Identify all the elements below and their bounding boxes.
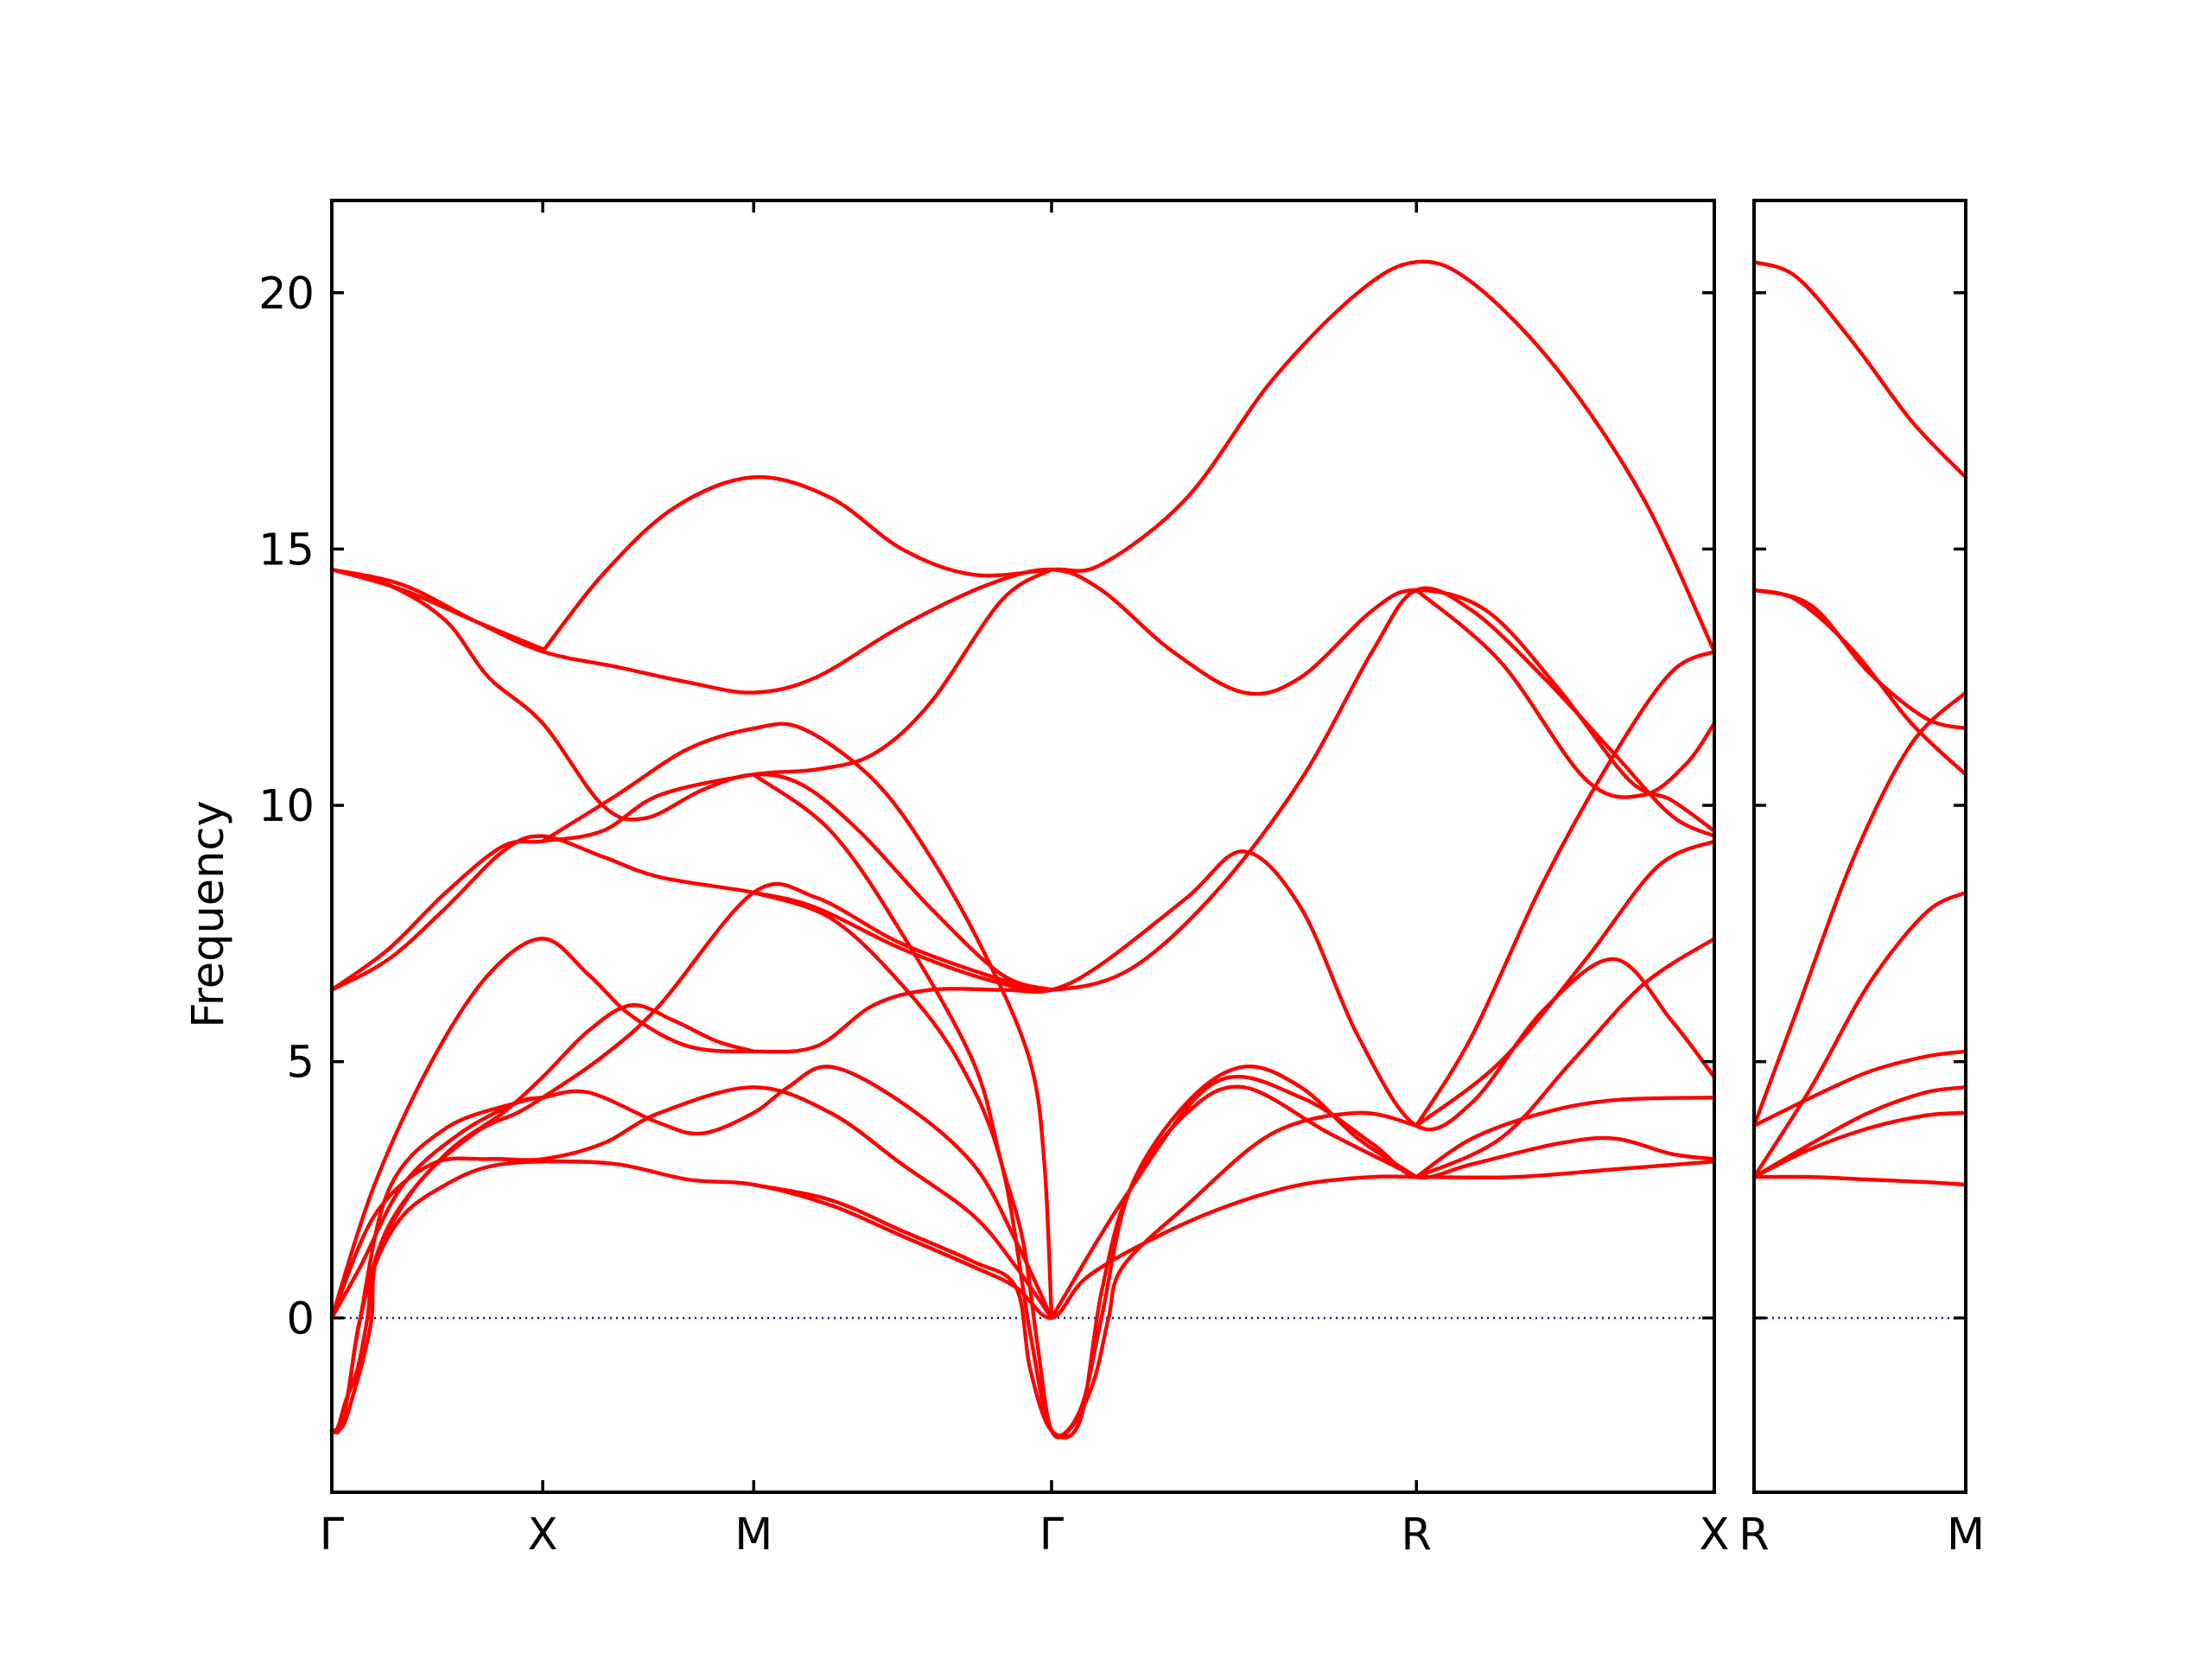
band-line (329, 881, 1054, 1433)
x-tick-label: Γ (320, 1510, 345, 1560)
y-tick-label: 20 (258, 269, 315, 320)
band-line (329, 567, 1717, 833)
band-line (752, 1084, 1419, 1440)
x-tick-label: R (1738, 1510, 1769, 1560)
x-tick-label: M (1947, 1510, 1985, 1560)
band-line (1414, 1095, 1717, 1179)
band-line (540, 259, 1717, 654)
band-line (1414, 937, 1717, 1179)
band-line (752, 890, 1419, 1438)
band-line (329, 1065, 1054, 1320)
band-line (329, 849, 1717, 1320)
x-tick-label: M (734, 1510, 772, 1560)
band-line (1751, 588, 1968, 731)
y-tick-label: 5 (287, 1038, 315, 1089)
band-line (1751, 1110, 1968, 1179)
band-line (329, 567, 1054, 992)
plot-frame (330, 199, 1716, 1494)
band-line (1049, 1074, 1717, 1320)
band-line (1751, 890, 1968, 1179)
band-line (1414, 588, 1717, 799)
band-line (329, 1085, 1054, 1320)
band-line (329, 1095, 545, 1435)
y-tick-label: 10 (258, 781, 315, 832)
band-line (1751, 1085, 1968, 1179)
y-tick-label: 15 (258, 524, 315, 575)
x-tick-label: X (1700, 1510, 1730, 1560)
x-tick-label: R (1402, 1510, 1432, 1560)
x-tick-label: X (528, 1510, 558, 1560)
band-line (1751, 259, 1968, 480)
y-tick-label: 0 (287, 1294, 315, 1344)
band-line (1414, 839, 1717, 1128)
band-line (1751, 1049, 1968, 1128)
panel-1: 0 5 10 15 20 Γ X M Γ R X (258, 199, 1730, 1560)
band-line (1414, 649, 1717, 1128)
band-line (540, 721, 1054, 1320)
x-tick-label: Γ (1039, 1510, 1065, 1560)
band-line (329, 567, 1054, 992)
band-line (1751, 588, 1968, 777)
band-line (329, 1003, 756, 1433)
band-line (1751, 690, 1968, 1128)
plot-frame (1752, 199, 1967, 1494)
y-axis-label: Frequency (183, 800, 234, 1027)
band-line (1751, 1174, 1968, 1187)
band-line (329, 567, 545, 652)
